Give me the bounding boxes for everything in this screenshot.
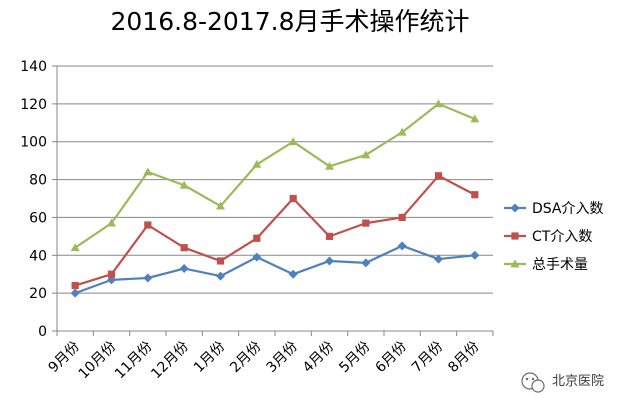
data-point <box>289 194 297 203</box>
legend-label: 总手术量 <box>532 257 588 273</box>
data-point <box>216 271 225 281</box>
series-3 <box>70 99 480 252</box>
data-point <box>252 252 262 262</box>
watermark: 北京医院 <box>521 372 604 393</box>
legend-item: DSA介入数 <box>504 201 604 217</box>
data-point <box>434 172 443 180</box>
y-tick-label: 140 <box>20 59 47 75</box>
axes: 0204060801001201409月份10月份11月份12月份1月份2月份3… <box>20 59 494 383</box>
data-point <box>434 254 443 264</box>
data-point <box>252 159 262 168</box>
data-point <box>70 243 80 252</box>
x-tick-label: 11月份 <box>112 339 156 383</box>
data-point <box>179 264 189 274</box>
data-point <box>253 234 261 242</box>
data-point <box>470 250 480 260</box>
wechat-icon <box>521 372 545 393</box>
legend-item: CT介入数 <box>504 229 592 245</box>
data-point <box>288 137 298 146</box>
x-tick-label: 8月份 <box>445 339 482 376</box>
x-tick-label: 3月份 <box>264 339 301 376</box>
data-point <box>144 221 152 229</box>
legend-label: DSA介入数 <box>532 201 604 217</box>
y-tick-label: 60 <box>29 210 47 226</box>
series-1 <box>70 241 480 298</box>
data-point <box>470 114 480 123</box>
data-point <box>397 127 407 136</box>
data-point <box>180 244 188 252</box>
data-point <box>288 269 298 279</box>
data-point <box>325 161 334 170</box>
y-tick-label: 0 <box>38 324 47 340</box>
chart-title: 2016.8-2017.8月手术操作统计 <box>111 7 470 36</box>
x-tick-label: 7月份 <box>409 339 446 376</box>
data-point <box>361 258 371 268</box>
x-tick-label: 2月份 <box>227 339 264 376</box>
series-2 <box>71 172 479 290</box>
data-point <box>216 257 225 265</box>
data-point <box>325 256 334 266</box>
legend-label: CT介入数 <box>532 229 592 245</box>
y-tick-label: 40 <box>29 248 47 264</box>
data-point <box>397 241 407 251</box>
series-line <box>74 174 476 287</box>
y-tick-label: 20 <box>29 286 47 302</box>
data-point <box>398 213 406 222</box>
plot-area <box>70 99 480 298</box>
data-point <box>471 191 479 199</box>
series-line <box>74 102 476 249</box>
x-tick-label: 1月份 <box>191 339 228 376</box>
y-tick-label: 80 <box>29 173 47 189</box>
legend-marker <box>510 203 520 213</box>
legend-marker <box>510 259 520 268</box>
data-point <box>325 232 334 240</box>
data-point <box>361 150 371 159</box>
legend-marker <box>511 232 519 240</box>
x-tick-label: 6月份 <box>373 339 410 376</box>
data-point <box>362 219 370 227</box>
data-point <box>70 288 80 298</box>
data-point <box>216 201 225 210</box>
x-tick-label: 4月份 <box>300 339 337 376</box>
data-point <box>71 281 79 290</box>
data-point <box>434 99 443 108</box>
x-tick-label: 12月份 <box>148 339 192 383</box>
x-tick-label: 5月份 <box>336 339 373 376</box>
data-point <box>143 167 153 176</box>
x-tick-label: 10月份 <box>76 339 120 383</box>
legend-item: 总手术量 <box>504 257 588 273</box>
y-tick-label: 100 <box>20 135 47 151</box>
watermark-text: 北京医院 <box>552 374 604 389</box>
data-point <box>179 180 189 189</box>
data-point <box>143 273 153 283</box>
data-point <box>107 218 116 227</box>
series-line <box>74 244 475 295</box>
y-tick-label: 120 <box>20 97 47 113</box>
data-point <box>107 270 116 278</box>
